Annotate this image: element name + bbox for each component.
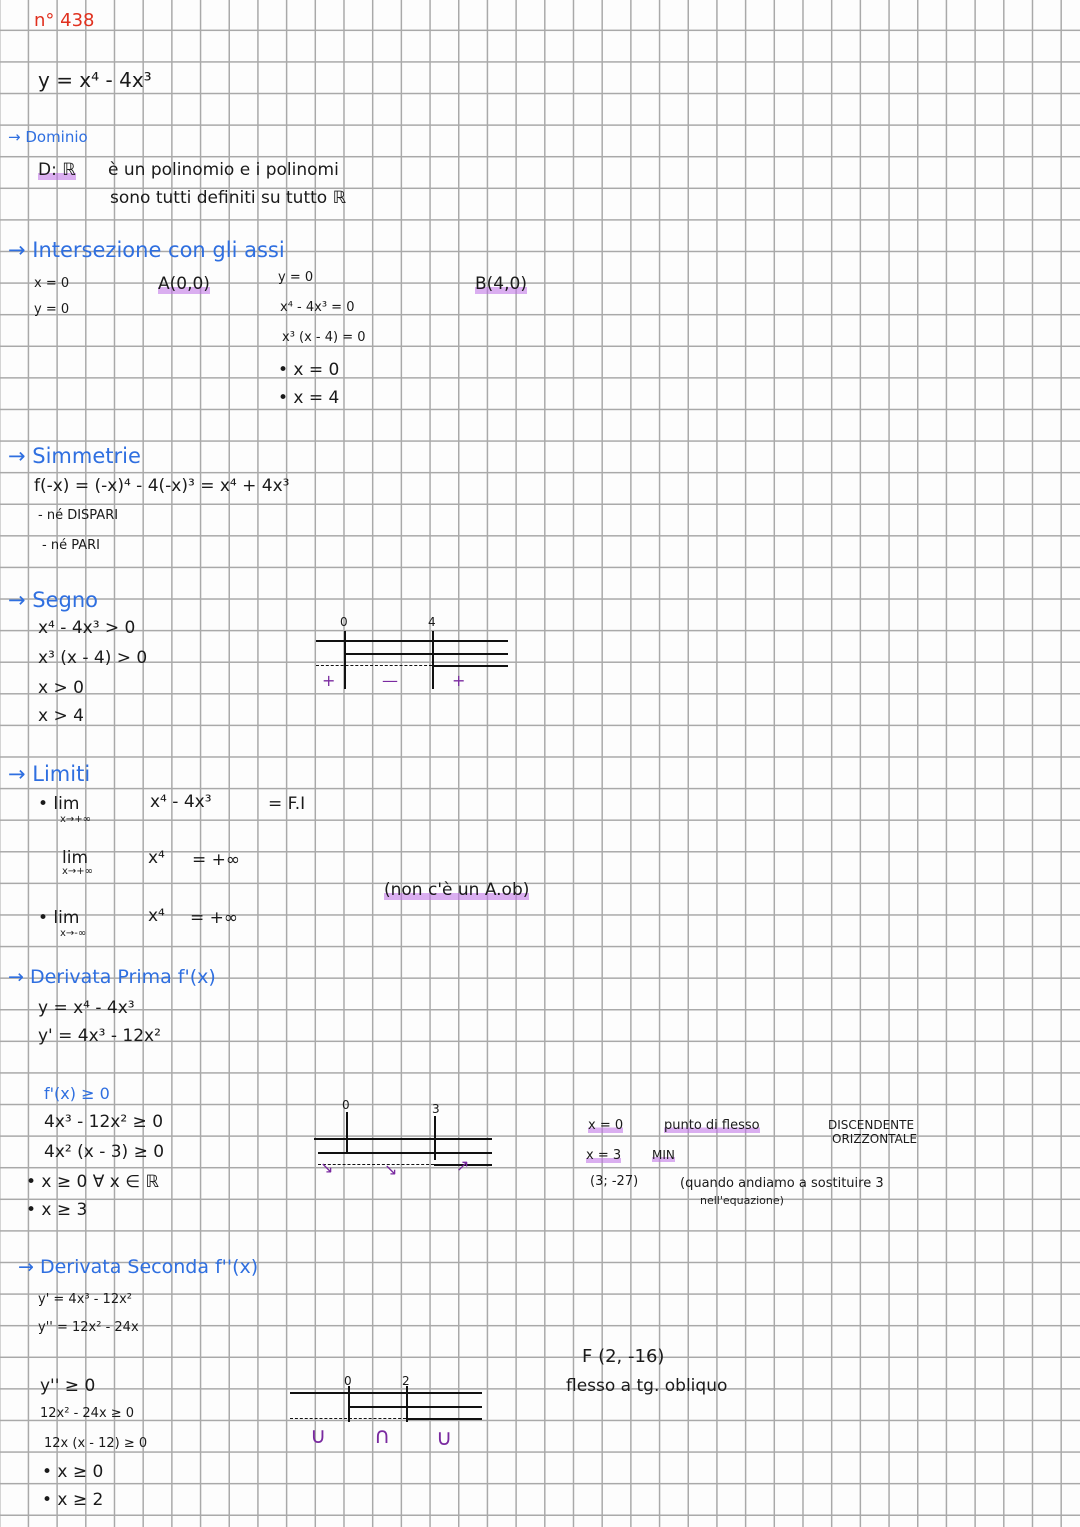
segno-line-2: x³ (x - 4) > 0 bbox=[38, 648, 148, 668]
first-derivative-sign-chart: 0 3 ↘ ↘ ↗ bbox=[314, 1098, 494, 1179]
limit-note: (non c'è un A.ob) bbox=[384, 880, 530, 900]
section-simmetrie-title: → Simmetrie bbox=[8, 444, 141, 468]
limit-2: lim bbox=[62, 848, 89, 868]
limit-1-sub: x→+∞ bbox=[60, 814, 92, 825]
concave-down-icon: ∩ bbox=[374, 1424, 391, 1449]
inflection-point: F (2, -16) bbox=[582, 1346, 665, 1367]
critical-point-2: x = 3 bbox=[586, 1148, 622, 1163]
derivata-prima-line-2: y' = 4x³ - 12x² bbox=[38, 1026, 161, 1046]
derivata-prima-line-5: • x ≥ 0 ∀ x ∈ ℝ bbox=[26, 1172, 159, 1192]
section-derivata-seconda-title: → Derivata Seconda f''(x) bbox=[18, 1256, 259, 1278]
limit-3-expr: x⁴ bbox=[148, 906, 165, 926]
domain-value: D: ℝ bbox=[38, 160, 76, 180]
concave-up-icon: ∪ bbox=[310, 1424, 327, 1449]
arrow-down-icon: ↘ bbox=[320, 1158, 334, 1177]
arrow-up-icon: ↗ bbox=[456, 1156, 470, 1175]
derivata-seconda-condition: y'' ≥ 0 bbox=[40, 1376, 96, 1396]
sign-plus: + bbox=[322, 671, 336, 690]
derivata-seconda-line-3: 12x² - 24x ≥ 0 bbox=[40, 1406, 135, 1421]
intersezione-step-1: x³ (x - 4) = 0 bbox=[282, 330, 366, 345]
minimum-note-1: (quando andiamo a sostituire 3 bbox=[680, 1176, 884, 1191]
derivata-seconda-line-2: y'' = 12x² - 24x bbox=[38, 1320, 139, 1335]
symmetry-result-2: - né PARI bbox=[42, 538, 100, 553]
limit-1-result: = F.I bbox=[268, 794, 306, 814]
concave-up-icon: ∪ bbox=[436, 1426, 453, 1451]
section-derivata-prima-title: → Derivata Prima f'(x) bbox=[8, 966, 216, 988]
derivata-seconda-line-4: 12x (x - 12) ≥ 0 bbox=[44, 1436, 148, 1451]
limit-3-result: = +∞ bbox=[190, 908, 239, 928]
intersezione-step-2: • x = 0 bbox=[278, 360, 340, 380]
section-dominio-title: → Dominio bbox=[8, 128, 88, 146]
limit-3-sub: x→-∞ bbox=[60, 928, 87, 939]
arrow-down-icon: ↘ bbox=[384, 1160, 398, 1179]
derivata-prima-condition: f'(x) ≥ 0 bbox=[44, 1084, 110, 1103]
derivata-prima-line-3: 4x³ - 12x² ≥ 0 bbox=[44, 1112, 164, 1132]
system1-line2: y = 0 bbox=[34, 302, 70, 317]
intersezione-step-3: • x = 4 bbox=[278, 388, 340, 408]
critical-point-1: x = 0 bbox=[588, 1118, 624, 1133]
minimum-note-2: nell'equazione) bbox=[700, 1194, 784, 1207]
system1-line1: x = 0 bbox=[34, 276, 70, 291]
system2-line1: y = 0 bbox=[278, 270, 314, 285]
tick-label: 3 bbox=[432, 1102, 440, 1116]
critical-point-1-type-2: ORIZZONTALE bbox=[832, 1132, 918, 1146]
derivata-seconda-line-1: y' = 4x³ - 12x² bbox=[38, 1292, 133, 1307]
sign-chart: 0 4 + — + bbox=[316, 615, 511, 695]
limit-2-result: = +∞ bbox=[192, 850, 241, 870]
exercise-number: n° 438 bbox=[34, 10, 95, 31]
sign-minus: — bbox=[382, 671, 398, 690]
critical-point-1-desc: punto di flesso bbox=[664, 1118, 760, 1133]
tick-label: 4 bbox=[428, 615, 436, 629]
derivata-prima-line-6: • x ≥ 3 bbox=[26, 1200, 88, 1220]
system2-line2: x⁴ - 4x³ = 0 bbox=[280, 300, 355, 315]
minimum-point: (3; -27) bbox=[590, 1174, 639, 1189]
limit-3: • lim bbox=[38, 908, 80, 928]
section-limiti-title: → Limiti bbox=[8, 762, 91, 786]
tick-label: 0 bbox=[342, 1098, 350, 1112]
tick-label: 0 bbox=[340, 615, 348, 629]
limit-2-sub: x→+∞ bbox=[62, 866, 94, 877]
segno-line-3: x > 0 bbox=[38, 678, 84, 698]
derivata-seconda-line-5: • x ≥ 0 bbox=[42, 1462, 104, 1482]
critical-point-2-desc: MIN bbox=[652, 1148, 675, 1162]
limit-1: • lim bbox=[38, 794, 80, 814]
point-a: A(0,0) bbox=[158, 274, 210, 294]
section-intersezione-title: → Intersezione con gli assi bbox=[8, 238, 285, 262]
segno-line-1: x⁴ - 4x³ > 0 bbox=[38, 618, 136, 638]
tick-label: 2 bbox=[402, 1374, 410, 1388]
point-b: B(4,0) bbox=[475, 274, 527, 294]
second-derivative-sign-chart: 0 2 ∪ ∩ ∪ bbox=[290, 1372, 485, 1462]
segno-line-4: x > 4 bbox=[38, 706, 84, 726]
derivata-seconda-line-6: • x ≥ 2 bbox=[42, 1490, 104, 1510]
symmetry-result-1: - né DISPARI bbox=[38, 508, 119, 523]
sign-plus: + bbox=[452, 671, 466, 690]
function-definition: y = x⁴ - 4x³ bbox=[38, 68, 152, 92]
limit-2-expr: x⁴ bbox=[148, 848, 165, 868]
tick-label: 0 bbox=[344, 1374, 352, 1388]
limit-1-expr: x⁴ - 4x³ bbox=[150, 792, 212, 812]
critical-point-1-type-1: DISCENDENTE bbox=[828, 1118, 915, 1132]
domain-note-2: sono tutti definiti su tutto ℝ bbox=[110, 188, 347, 208]
inflection-description: flesso a tg. obliquo bbox=[566, 1376, 728, 1396]
symmetry-equation: f(-x) = (-x)⁴ - 4(-x)³ = x⁴ + 4x³ bbox=[34, 476, 290, 496]
derivata-prima-line-1: y = x⁴ - 4x³ bbox=[38, 998, 135, 1018]
section-segno-title: → Segno bbox=[8, 588, 99, 612]
domain-note-1: è un polinomio e i polinomi bbox=[108, 160, 339, 180]
derivata-prima-line-4: 4x² (x - 3) ≥ 0 bbox=[44, 1142, 165, 1162]
